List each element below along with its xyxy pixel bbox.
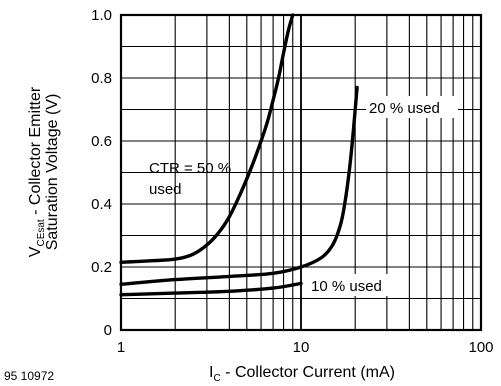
y-tick-label: 1.0	[91, 7, 112, 24]
y-axis-title: VCEsat - Collector Emitter Saturation Vo…	[27, 86, 61, 257]
annotation-ctr50-line1: CTR = 50 %	[149, 160, 231, 177]
y-tick-label: 0.8	[91, 70, 112, 87]
annotation-ctr50: CTR = 50 % used	[149, 160, 235, 198]
y-axis-title-line2: Saturation Voltage (V)	[44, 94, 61, 251]
figure-id: 95 10972	[4, 369, 54, 383]
y-axis-title-line1: VCEsat - Collector Emitter	[27, 86, 47, 257]
plot-frame	[119, 13, 483, 332]
y-tick-label: 0.4	[91, 196, 112, 213]
x-axis-title: IC - Collector Current (mA)	[209, 364, 395, 384]
tick-layer: 1 10 100 0 0.2 0.4 0.6 0.8 1.0	[91, 7, 493, 356]
x-axis-title-main: I	[209, 364, 213, 381]
y-axis-title-rest: - Collector Emitter	[27, 86, 44, 219]
y-tick-label: 0.2	[91, 259, 112, 276]
x-tick-label: 1	[117, 339, 125, 356]
annotation-10pct: 10 % used	[311, 278, 382, 295]
y-tick-label: 0.6	[91, 133, 112, 150]
annotation-ctr50-line2: used	[149, 181, 182, 198]
annotation-20pct: 20 % used	[369, 100, 440, 117]
curve-layer	[119, 13, 359, 297]
y-axis-title-sub: CEsat	[36, 219, 47, 246]
x-axis-title-rest: - Collector Current (mA)	[221, 364, 395, 381]
x-axis-title-sub: C	[213, 373, 220, 384]
annotation-20pct-bg	[366, 96, 458, 118]
x-tick-label: 10	[293, 339, 310, 356]
annotation-10pct-bg	[306, 274, 400, 296]
series-line-1	[119, 85, 359, 286]
y-tick-label: 0	[104, 322, 112, 339]
series-line-2	[119, 281, 303, 297]
x-tick-label: 100	[468, 339, 493, 356]
series-line-0	[119, 13, 295, 264]
y-axis-title-main: V	[27, 246, 44, 257]
grid-layer	[121, 15, 481, 330]
